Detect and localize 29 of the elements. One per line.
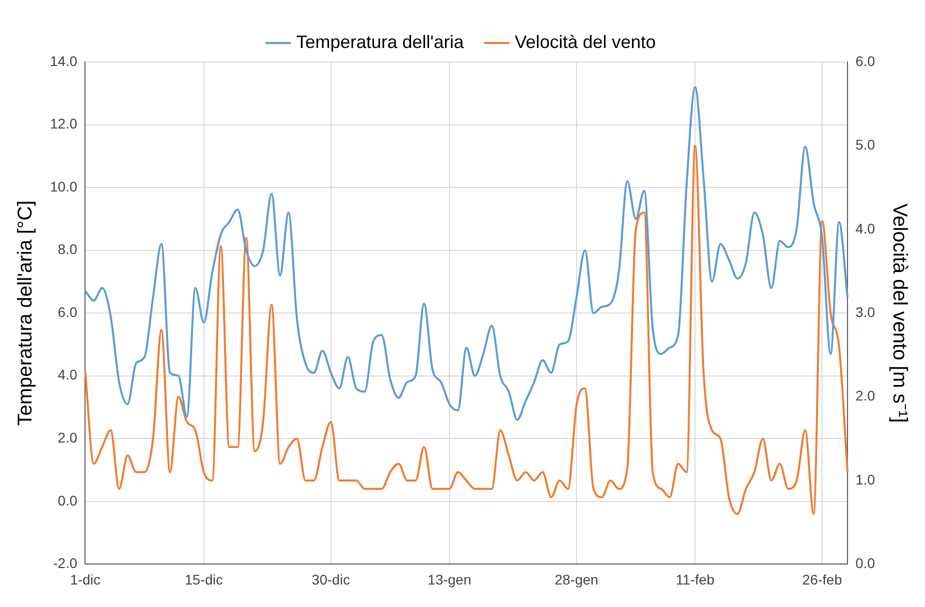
y2-tick-label: 4.0 (856, 220, 876, 236)
y2-tick-label: 1.0 (856, 471, 876, 488)
line-series (84, 144, 849, 515)
y-tick-label: 6.0 (58, 304, 78, 320)
y2-tick-label: 0.0 (856, 555, 876, 572)
y2-tick-label: 5.0 (856, 136, 876, 153)
y2-axis-title: Velocità del vento [m s⁻¹] (888, 203, 910, 423)
x-tick-label: 30-dic (312, 571, 350, 588)
x-tick-label: 11-feb (676, 571, 715, 588)
y-tick-label: 2.0 (58, 430, 78, 446)
y-axis-title: Temperatura dell'aria [°C] (14, 200, 37, 426)
line-series (84, 86, 849, 421)
y2-tick-label: 2.0 (856, 388, 876, 404)
y2-tick-label: 3.0 (856, 304, 876, 320)
x-tick-label: 13-gen (428, 571, 472, 588)
y-tick-label: 8.0 (58, 241, 78, 258)
y-tick-label: 4.0 (58, 366, 78, 383)
x-tick-label: 28-gen (554, 571, 598, 588)
y2-tick-label: 6.0 (856, 52, 876, 69)
x-tick-label: 1-dic (70, 571, 100, 588)
legend-label: Velocità del vento (514, 32, 656, 52)
y-tick-label: 0.0 (58, 492, 78, 508)
y-tick-label: 14.0 (50, 52, 78, 69)
y-tick-label: -2.0 (53, 555, 78, 572)
legend-label: Temperatura dell'aria (296, 32, 465, 52)
x-tick-label: 26-feb (802, 571, 842, 588)
y-tick-label: 10.0 (50, 178, 78, 194)
y-tick-label: 12.0 (50, 116, 78, 132)
x-tick-label: 15-dic (184, 571, 223, 588)
